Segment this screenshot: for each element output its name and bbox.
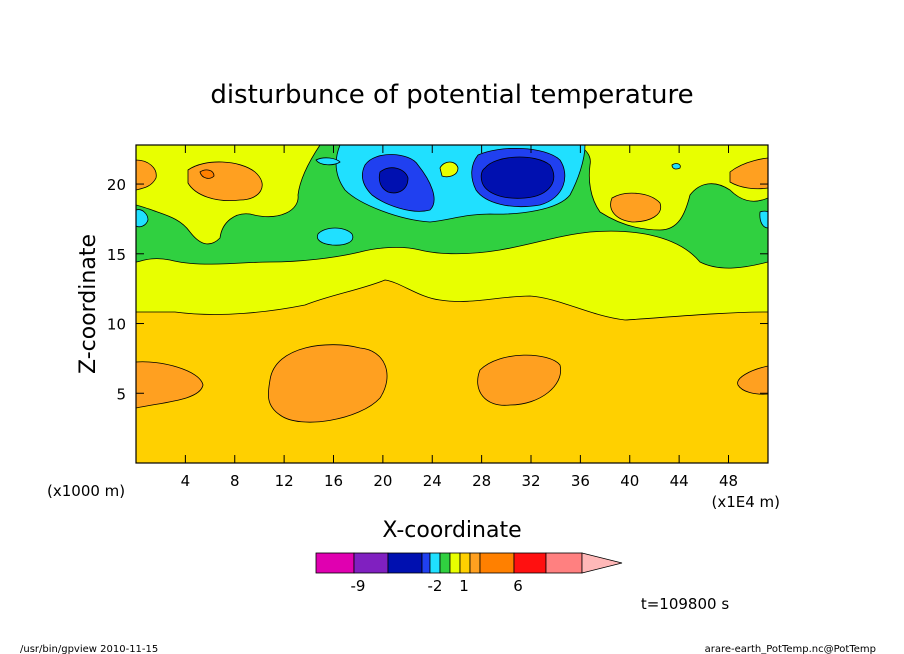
- colorbar-swatch: [459, 552, 471, 574]
- colorbar-swatch: [315, 552, 355, 574]
- x-units-left: (x1000 m): [47, 482, 125, 500]
- colorbar-label: -9: [351, 577, 366, 595]
- footer-right: arare-earth_PotTemp.nc@PotTemp: [705, 644, 876, 654]
- x-tick-label: 36: [571, 472, 590, 490]
- colorbar-arrow: [581, 552, 623, 574]
- colorbar-swatch: [545, 552, 583, 574]
- x-tick-label: 4: [181, 472, 191, 490]
- x-tick-label: 48: [719, 472, 738, 490]
- y-axis: 5 10 15 20: [107, 176, 768, 403]
- y-tick-label: 15: [107, 246, 126, 264]
- x-tick-label: 12: [275, 472, 294, 490]
- y-tick-label: 10: [107, 316, 126, 334]
- contour-field: [136, 145, 768, 463]
- x-axis: 4 8 12 16 20 24 28 32 36 40 44 48: [181, 145, 738, 490]
- y-tick-label: 20: [107, 176, 126, 194]
- x-tick-label: 44: [670, 472, 689, 490]
- plot-frame: [135, 144, 769, 464]
- time-label: t=109800 s: [641, 595, 729, 613]
- colorbar-swatch: [429, 552, 441, 574]
- y-axis-label: Z-coordinate: [76, 234, 101, 374]
- colorbar-swatch: [421, 552, 431, 574]
- colorbar-swatch: [513, 552, 547, 574]
- x-axis-label: X-coordinate: [382, 518, 521, 543]
- colorbar-swatch: [449, 552, 461, 574]
- x-tick-label: 16: [324, 472, 343, 490]
- colorbar-swatch: [353, 552, 389, 574]
- x-tick-label: 40: [620, 472, 639, 490]
- colorbar: [315, 552, 623, 574]
- x-tick-label: 8: [230, 472, 240, 490]
- colorbar-swatch: [387, 552, 423, 574]
- x-tick-label: 24: [423, 472, 442, 490]
- x-units-right: (x1E4 m): [711, 493, 780, 511]
- colorbar-label: 1: [459, 577, 469, 595]
- colorbar-label: 6: [513, 577, 523, 595]
- colorbar-swatch: [479, 552, 515, 574]
- footer-left: /usr/bin/gpview 2010-11-15: [20, 644, 158, 654]
- colorbar-swatch: [439, 552, 451, 574]
- colorbar-labels: -9 -2 1 6: [351, 577, 523, 595]
- y-tick-label: 5: [116, 385, 126, 403]
- colorbar-swatch: [469, 552, 481, 574]
- x-tick-label: 28: [472, 472, 491, 490]
- chart-title: disturbunce of potential temperature: [210, 80, 693, 110]
- x-tick-label: 20: [373, 472, 392, 490]
- x-tick-label: 32: [521, 472, 540, 490]
- colorbar-label: -2: [428, 577, 443, 595]
